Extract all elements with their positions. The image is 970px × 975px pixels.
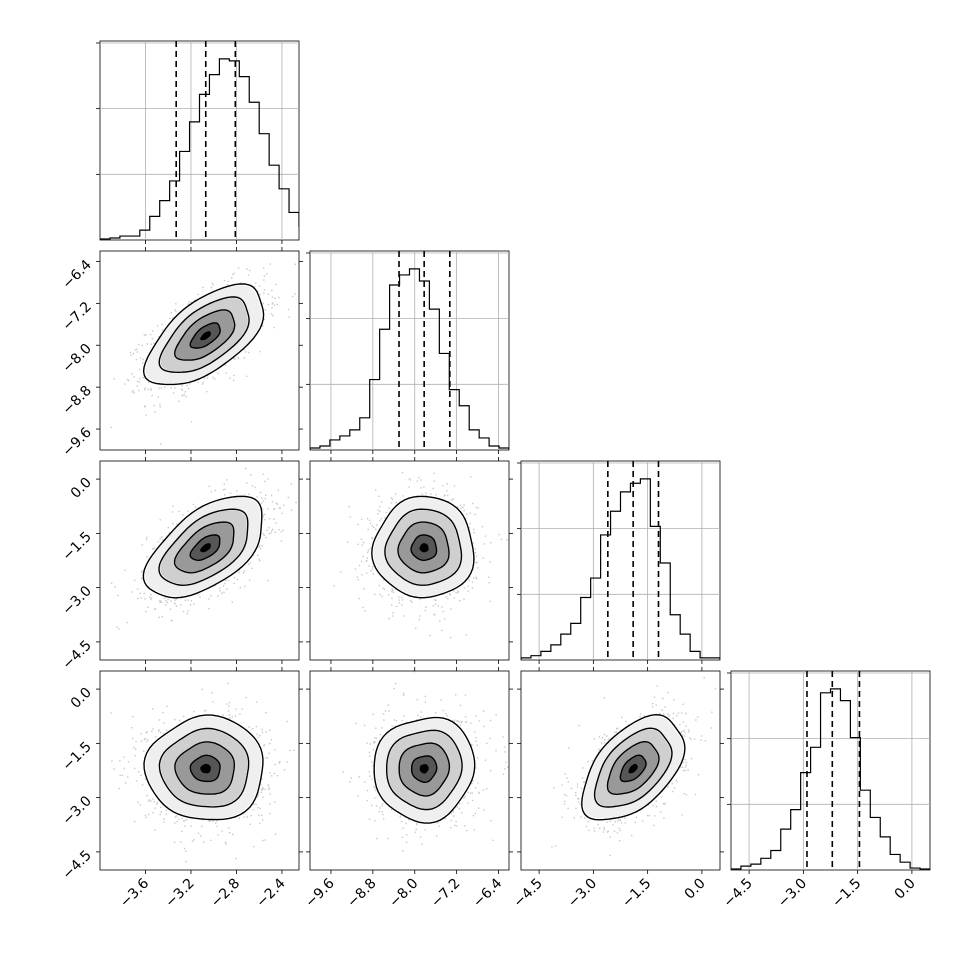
pair-panel-3-1 xyxy=(306,667,513,874)
pair-frame xyxy=(309,460,510,661)
density-peak xyxy=(628,763,638,774)
y-tick-label: −1.5 xyxy=(59,529,94,564)
hist-step-line xyxy=(521,478,720,660)
x-tick-label: −7.2 xyxy=(428,876,463,911)
pair-frame xyxy=(520,670,721,871)
density-peak xyxy=(419,764,429,774)
x-tick-label: −2.8 xyxy=(208,876,243,911)
x-tick-label: −3.2 xyxy=(162,876,197,911)
contour-line xyxy=(619,754,647,783)
pair-frame xyxy=(99,250,300,451)
hist-frame xyxy=(99,40,300,241)
density-peak xyxy=(200,543,211,553)
x-tick-label: −6.4 xyxy=(470,875,505,910)
contour-line xyxy=(606,740,660,796)
pair-panel-3-2 xyxy=(517,667,724,874)
contour-line xyxy=(581,713,686,821)
pair-content xyxy=(110,467,297,630)
hist-panel-1 xyxy=(306,250,510,454)
hist-panel-0 xyxy=(96,40,300,244)
contour-line xyxy=(158,508,249,587)
x-tick-label: −3.6 xyxy=(117,875,152,910)
density-peak xyxy=(200,763,211,774)
x-tick-label: −1.5 xyxy=(829,876,864,911)
y-tick-label: 0.0 xyxy=(68,475,95,502)
scatter-points xyxy=(110,682,295,863)
pair-panel-3-0 xyxy=(96,667,303,874)
y-tick-label: −3.0 xyxy=(59,583,94,618)
x-tick-label: −4.5 xyxy=(511,876,546,911)
pair-frame xyxy=(99,460,300,661)
x-tick-label: −3.0 xyxy=(565,876,600,911)
y-tick-label: −8.8 xyxy=(59,383,94,418)
contour-line xyxy=(173,309,236,361)
pair-frame xyxy=(99,670,300,871)
contour-line xyxy=(411,755,438,783)
hist-step-line xyxy=(310,268,509,450)
y-tick-label: −8.0 xyxy=(59,341,94,376)
y-tick-label: −7.2 xyxy=(59,299,94,334)
contour-line xyxy=(398,742,451,797)
y-tick-label: −9.6 xyxy=(59,425,94,460)
pair-panel-1-0 xyxy=(96,247,303,454)
x-tick-label: 0.0 xyxy=(682,876,709,903)
x-tick-label: −2.4 xyxy=(253,875,288,910)
contour-line xyxy=(189,322,221,349)
contour-line xyxy=(386,729,463,811)
hist-step-line xyxy=(731,688,930,870)
contour-line xyxy=(142,283,265,386)
contour-line xyxy=(593,727,673,808)
contour-line xyxy=(189,534,221,561)
x-tick-label: −4.5 xyxy=(721,876,756,911)
y-tick-label: −4.5 xyxy=(59,637,94,672)
x-tick-label: 0.0 xyxy=(892,876,919,903)
hist-frame xyxy=(730,670,931,871)
hist-step-line xyxy=(100,58,299,240)
contour-line xyxy=(158,727,250,808)
y-tick-label: −6.4 xyxy=(59,257,94,292)
density-peak xyxy=(200,331,211,341)
pair-content xyxy=(342,671,509,852)
contour-line xyxy=(384,508,463,586)
y-tick-label: 0.0 xyxy=(68,685,95,712)
pair-panel-2-1 xyxy=(306,457,513,664)
pair-panel-2-0 xyxy=(96,457,303,664)
x-tick-label: −8.0 xyxy=(386,876,421,911)
x-tick-label: −3.0 xyxy=(775,876,810,911)
hist-panel-2 xyxy=(517,460,721,664)
contour-line xyxy=(174,741,235,795)
hist-frame xyxy=(520,460,721,661)
contour-line xyxy=(397,521,450,574)
pair-content xyxy=(110,263,296,445)
y-tick-label: −4.5 xyxy=(59,847,94,882)
contour-line xyxy=(189,754,221,783)
density-peak xyxy=(419,543,429,553)
x-tick-label: −9.6 xyxy=(302,875,337,910)
contour-line xyxy=(142,495,263,599)
pair-content xyxy=(333,471,508,639)
contour-line xyxy=(158,296,250,374)
y-tick-label: −3.0 xyxy=(59,793,94,828)
contour-line xyxy=(371,495,475,599)
contour-line xyxy=(143,714,264,821)
hist-frame xyxy=(309,250,510,451)
contour-line xyxy=(373,716,476,824)
y-tick-label: −1.5 xyxy=(59,739,94,774)
x-tick-label: −8.8 xyxy=(344,876,379,911)
pair-content xyxy=(110,682,295,863)
pair-frame xyxy=(309,670,510,871)
x-tick-label: −1.5 xyxy=(619,876,654,911)
hist-panel-3 xyxy=(727,670,931,874)
contour-line xyxy=(173,521,235,574)
contour-line xyxy=(410,534,438,561)
pair-content xyxy=(551,677,717,857)
